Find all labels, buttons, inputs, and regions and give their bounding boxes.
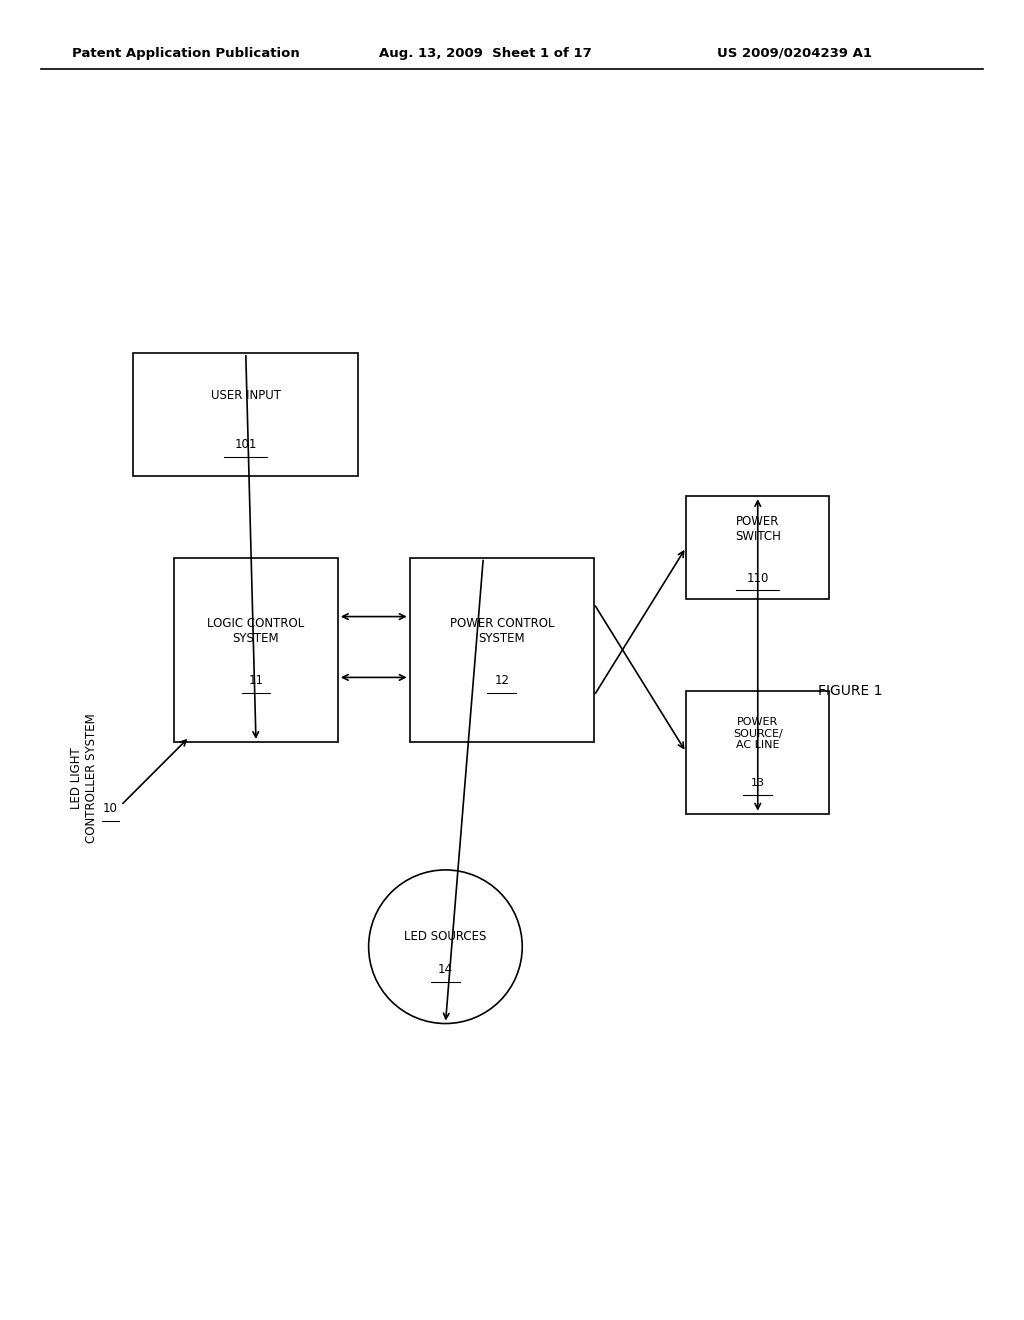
Text: LED LIGHT
CONTROLLER SYSTEM: LED LIGHT CONTROLLER SYSTEM xyxy=(70,713,98,842)
Text: 10: 10 xyxy=(103,803,118,814)
Text: 14: 14 xyxy=(438,962,453,975)
FancyBboxPatch shape xyxy=(174,557,338,742)
Text: US 2009/0204239 A1: US 2009/0204239 A1 xyxy=(717,46,871,59)
FancyBboxPatch shape xyxy=(686,690,829,813)
Text: USER INPUT: USER INPUT xyxy=(211,389,281,403)
Text: POWER
SOURCE/
AC LINE: POWER SOURCE/ AC LINE xyxy=(733,717,782,750)
Text: 13: 13 xyxy=(751,777,765,788)
Text: Aug. 13, 2009  Sheet 1 of 17: Aug. 13, 2009 Sheet 1 of 17 xyxy=(379,46,592,59)
FancyBboxPatch shape xyxy=(133,352,358,475)
Text: POWER CONTROL
SYSTEM: POWER CONTROL SYSTEM xyxy=(450,618,554,645)
Text: Patent Application Publication: Patent Application Publication xyxy=(72,46,299,59)
Text: LED SOURCES: LED SOURCES xyxy=(404,931,486,942)
Text: 101: 101 xyxy=(234,438,257,451)
Text: 11: 11 xyxy=(249,675,263,686)
FancyBboxPatch shape xyxy=(686,496,829,598)
Text: 110: 110 xyxy=(746,572,769,585)
Text: LOGIC CONTROL
SYSTEM: LOGIC CONTROL SYSTEM xyxy=(208,618,304,645)
Text: FIGURE 1: FIGURE 1 xyxy=(818,684,882,698)
FancyBboxPatch shape xyxy=(410,557,594,742)
Text: POWER
SWITCH: POWER SWITCH xyxy=(735,515,780,543)
Text: 12: 12 xyxy=(495,675,509,686)
